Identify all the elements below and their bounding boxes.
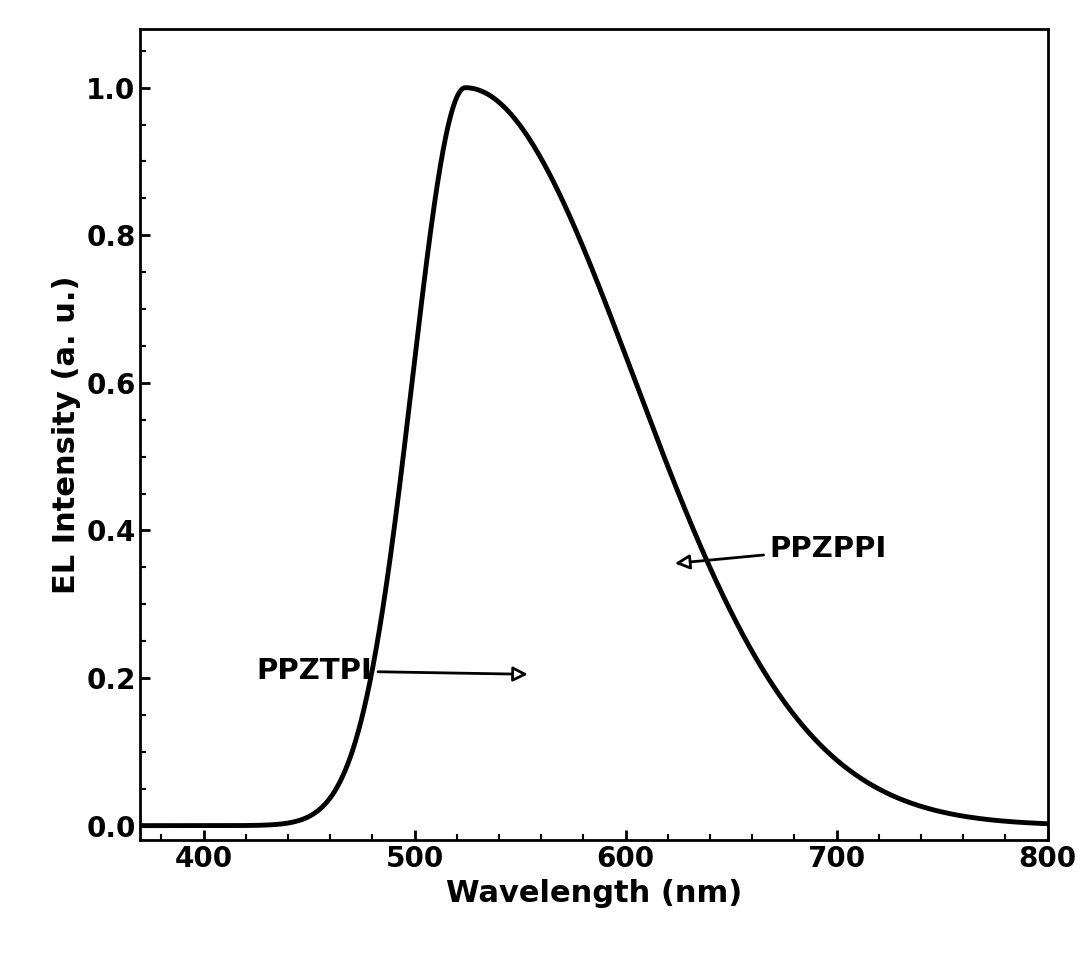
Text: PPZTPI: PPZTPI: [257, 657, 525, 685]
Y-axis label: EL Intensity (a. u.): EL Intensity (a. u.): [52, 275, 81, 594]
X-axis label: Wavelength (nm): Wavelength (nm): [446, 879, 742, 908]
Text: PPZPPI: PPZPPI: [678, 535, 887, 568]
